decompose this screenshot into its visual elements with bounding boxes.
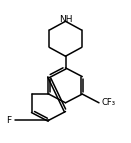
Text: F: F xyxy=(6,116,11,125)
Text: CF₃: CF₃ xyxy=(101,98,115,107)
Text: NH: NH xyxy=(59,15,72,24)
